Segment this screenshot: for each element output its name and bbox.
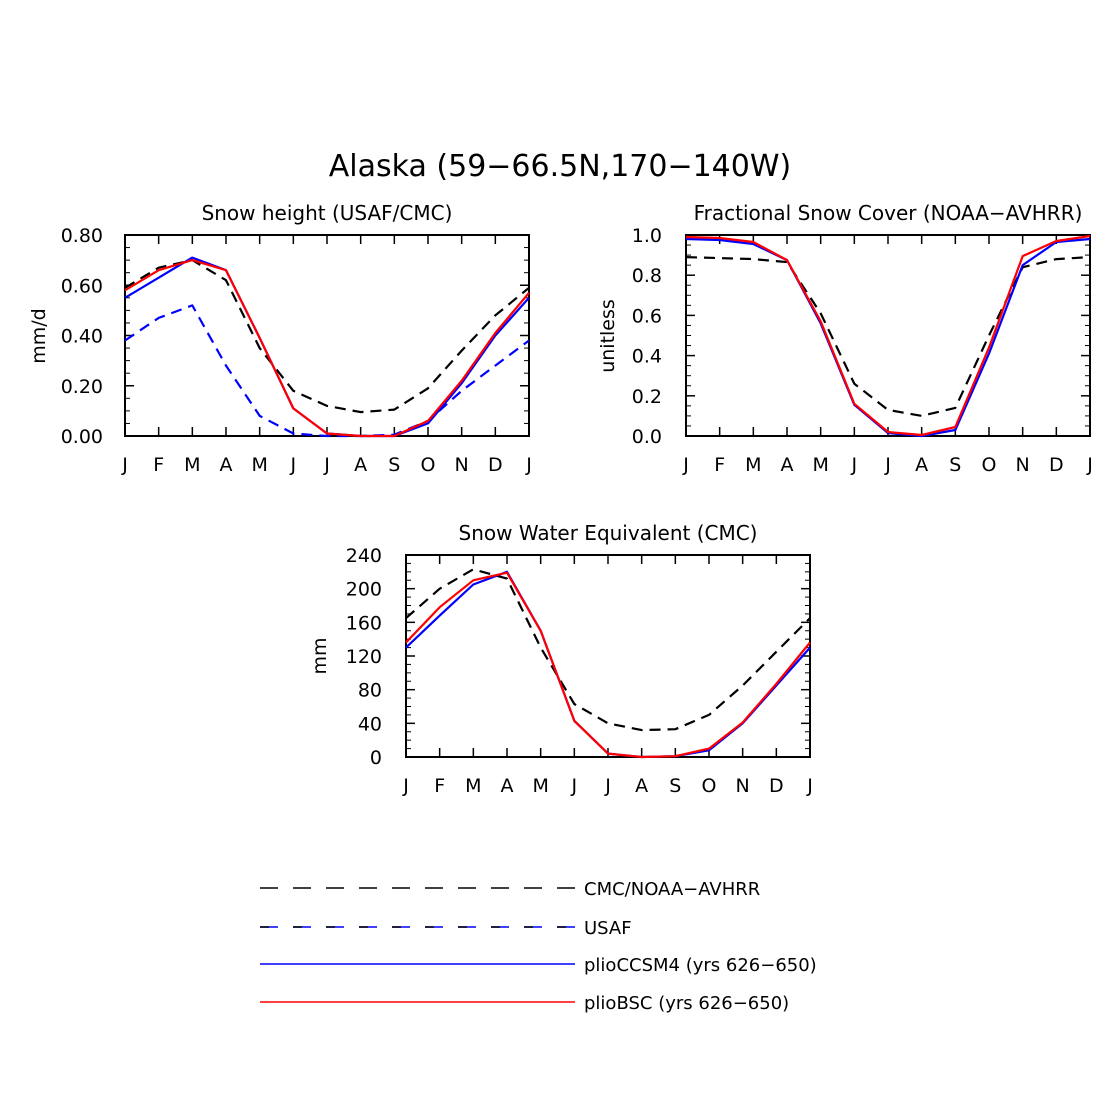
x-tick-label: J: [121, 454, 128, 476]
x-tick-label: M: [812, 454, 828, 476]
series-line-pliobsc-yrs-626-650: [124, 259, 530, 438]
y-tick-label: 1.0: [632, 225, 662, 247]
y-tick-label: 0.4: [632, 346, 662, 368]
x-tick-label: A: [220, 454, 233, 476]
x-tick-label: S: [949, 454, 961, 476]
y-tick-label: 0.6: [632, 305, 662, 327]
y-tick-label: 0.8: [632, 265, 662, 287]
y-tick-label: 0: [370, 747, 382, 769]
x-tick-label: A: [915, 454, 928, 476]
y-tick-label: 0.60: [61, 275, 103, 297]
x-tick-label: J: [1086, 454, 1093, 476]
x-tick-label: J: [884, 454, 891, 476]
y-tick-label: 0.0: [632, 426, 662, 448]
y-tick-label: 40: [358, 713, 382, 735]
x-tick-label: J: [525, 454, 532, 476]
x-tick-label: A: [501, 775, 514, 797]
y-tick-label: 240: [346, 545, 382, 567]
x-tick-label: F: [153, 454, 164, 476]
figure-title: Alaska (59−66.5N,170−140W): [329, 149, 791, 184]
y-tick-label: 0.2: [632, 386, 662, 408]
y-axis-label: mm/d: [28, 308, 50, 363]
legend-label: USAF: [584, 918, 632, 939]
panel-snow-height: Snow height (USAF/CMC) mm/d 0.00 0.20 0.40…: [28, 201, 532, 476]
x-tick-label: M: [532, 775, 548, 797]
series-line-usaf: [124, 304, 530, 438]
x-tick-label: J: [806, 775, 813, 797]
x-tick-label: J: [402, 775, 409, 797]
x-tick-label: M: [465, 775, 481, 797]
x-tick-label: D: [1049, 454, 1064, 476]
x-tick-label: J: [290, 454, 297, 476]
panel-title: Snow Water Equivalent (CMC): [459, 521, 758, 545]
y-tick-label: 0.80: [61, 225, 103, 247]
legend-label: plioBSC (yrs 626−650): [584, 993, 789, 1014]
series-line-pliobsc-yrs-626-650: [685, 234, 1091, 437]
series-line-cmc-noaa-avhrr: [405, 568, 811, 732]
legend-label: plioCCSM4 (yrs 626−650): [584, 955, 817, 976]
x-tick-label: F: [714, 454, 725, 476]
x-tick-label: N: [455, 454, 469, 476]
panel-snow-water-equivalent: Snow Water Equivalent (CMC) mm 0 40 80 120 1…: [309, 521, 813, 797]
x-tick-label: J: [851, 454, 858, 476]
x-tick-label: N: [736, 775, 750, 797]
series-line-cmc-noaa-avhrr: [124, 259, 530, 414]
series-line-plioccsm4-yrs-626-650: [124, 256, 530, 438]
series-line-pliobsc-yrs-626-650: [405, 571, 811, 759]
x-tick-label: A: [354, 454, 367, 476]
x-tick-label: M: [184, 454, 200, 476]
panel-title: Snow height (USAF/CMC): [202, 201, 453, 225]
x-tick-label: O: [421, 454, 436, 476]
x-tick-label: S: [669, 775, 681, 797]
x-tick-label: J: [571, 775, 578, 797]
panel-fractional-snow-cover: Fractional Snow Cover (NOAA−AVHRR) unitl…: [597, 201, 1093, 476]
y-tick-label: 200: [346, 579, 382, 601]
legend-label: CMC/NOAA−AVHRR: [584, 879, 760, 900]
y-tick-label: 0.20: [61, 376, 103, 398]
x-tick-label: M: [745, 454, 761, 476]
x-tick-label: M: [251, 454, 267, 476]
series-line-plioccsm4-yrs-626-650: [685, 237, 1091, 438]
x-tick-label: O: [982, 454, 997, 476]
x-tick-label: S: [388, 454, 400, 476]
x-tick-label: A: [635, 775, 648, 797]
y-tick-label: 0.00: [61, 426, 103, 448]
series-line-cmc-noaa-avhrr: [685, 256, 1091, 417]
y-tick-label: 0.40: [61, 326, 103, 348]
y-tick-label: 120: [346, 646, 382, 668]
panel-title: Fractional Snow Cover (NOAA−AVHRR): [694, 201, 1083, 225]
x-tick-label: J: [323, 454, 330, 476]
x-tick-label: N: [1016, 454, 1030, 476]
x-tick-label: A: [781, 454, 794, 476]
x-tick-label: J: [604, 775, 611, 797]
x-tick-label: J: [682, 454, 689, 476]
y-tick-label: 160: [346, 612, 382, 634]
x-tick-label: O: [702, 775, 717, 797]
y-axis-label: unitless: [597, 299, 619, 373]
y-axis-label: mm: [309, 637, 331, 674]
y-tick-label: 80: [358, 680, 382, 702]
x-tick-label: F: [434, 775, 445, 797]
legend: CMC/NOAA−AVHRR USAF plioCCSM4 (yrs 626−650…: [260, 879, 817, 1014]
x-tick-label: D: [769, 775, 784, 797]
x-tick-label: D: [488, 454, 503, 476]
series-line-plioccsm4-yrs-626-650: [405, 570, 811, 759]
